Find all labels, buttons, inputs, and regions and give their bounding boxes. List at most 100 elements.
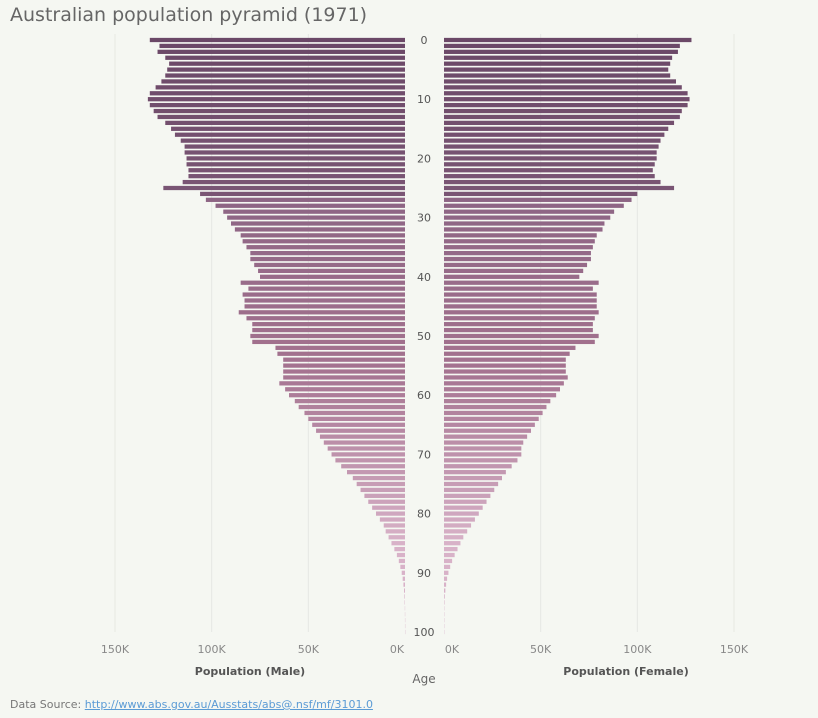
female-bar (444, 535, 464, 540)
male-bar (404, 588, 405, 593)
male-bar (385, 529, 405, 534)
female-bar (444, 215, 611, 220)
female-axis-tick: 50K (530, 643, 552, 656)
female-bar (444, 209, 615, 214)
male-bar (163, 185, 405, 191)
female-bar (444, 529, 468, 534)
male-bar (364, 493, 405, 498)
male-bar (165, 55, 405, 60)
female-bar (444, 375, 568, 380)
female-bar (444, 233, 597, 238)
male-bar (331, 452, 405, 457)
male-bar (252, 322, 405, 327)
female-bar (444, 517, 475, 522)
male-axis-tick: 0K (390, 643, 405, 656)
gridlines (114, 34, 735, 632)
source-link[interactable]: http://www.abs.gov.au/Ausstats/abs@.nsf/… (84, 698, 373, 711)
female-bar (444, 197, 632, 202)
female-bar (444, 351, 570, 356)
male-bar (252, 339, 405, 345)
male-bar (157, 49, 405, 54)
female-bar (444, 446, 522, 451)
male-bar (238, 310, 405, 315)
male-axis-tick: 100K (198, 643, 227, 656)
female-bar (444, 322, 593, 327)
male-bar (248, 286, 405, 291)
female-bar (444, 464, 512, 469)
female-bar (444, 49, 678, 54)
male-bar (149, 102, 405, 108)
male-bar (335, 458, 405, 463)
female-bar (444, 523, 472, 528)
male-bar (240, 233, 405, 238)
female-bar (444, 280, 599, 285)
female-axis-label: Population (Female) (563, 665, 688, 678)
female-bar (444, 499, 487, 504)
female-bar (444, 138, 661, 143)
male-bar (155, 85, 405, 90)
male-bar (304, 410, 405, 416)
male-bar (316, 428, 405, 433)
female-bar (444, 345, 576, 350)
male-bar (147, 97, 405, 102)
male-bar (327, 446, 405, 451)
male-axis-tick: 150K (101, 643, 130, 656)
age-tick-label: 100 (414, 626, 435, 639)
female-bar (444, 588, 446, 593)
male-bars (147, 37, 406, 635)
female-bar (444, 91, 688, 96)
female-bar (444, 144, 659, 149)
data-source: Data Source: http://www.abs.gov.au/Ausst… (10, 698, 373, 711)
female-bar (444, 363, 566, 368)
female-bar (444, 546, 458, 552)
female-bar (444, 558, 453, 564)
male-bar (404, 594, 405, 599)
male-bar (227, 215, 405, 220)
female-bar (444, 327, 593, 333)
male-bar (234, 227, 405, 232)
male-bar (277, 351, 405, 356)
female-bar (444, 37, 692, 43)
male-bar (376, 511, 405, 516)
male-bar (250, 250, 405, 256)
female-bar (444, 298, 597, 303)
female-bar (444, 120, 675, 126)
male-bar (186, 156, 405, 161)
age-tick-label: 10 (417, 93, 431, 106)
source-label: Data Source: (10, 698, 82, 711)
female-bar (444, 428, 531, 433)
female-bar (444, 410, 543, 416)
male-bar (159, 43, 405, 49)
male-bar (396, 552, 405, 558)
female-bar (444, 434, 528, 439)
population-pyramid-chart: 0 10 20 30 40 50 60 70 80 90 100 150K 100K 50K 0K 0K 5… (101, 34, 749, 686)
female-bar (444, 487, 495, 493)
female-bar (444, 481, 499, 487)
male-bar (283, 363, 405, 368)
female-bar (444, 541, 461, 546)
age-tick-label: 70 (417, 448, 431, 461)
male-bar (242, 239, 405, 244)
female-bar (444, 102, 688, 108)
male-bar (275, 345, 405, 350)
male-bar (379, 517, 405, 522)
female-bar (444, 179, 661, 185)
male-bar (174, 132, 405, 137)
female-bar (444, 191, 638, 197)
male-bar (149, 37, 405, 43)
male-bar (258, 268, 405, 274)
female-bar (444, 132, 665, 137)
male-bar (180, 138, 405, 143)
male-bar (184, 144, 405, 149)
female-bar (444, 256, 591, 262)
female-bar (444, 470, 506, 475)
male-bar (246, 245, 405, 250)
female-bar (444, 156, 657, 161)
female-bar (444, 274, 580, 279)
male-bar (188, 168, 405, 173)
female-bars (444, 37, 692, 635)
female-bar (444, 452, 522, 457)
female-bar (444, 369, 566, 374)
female-bar (444, 43, 680, 49)
